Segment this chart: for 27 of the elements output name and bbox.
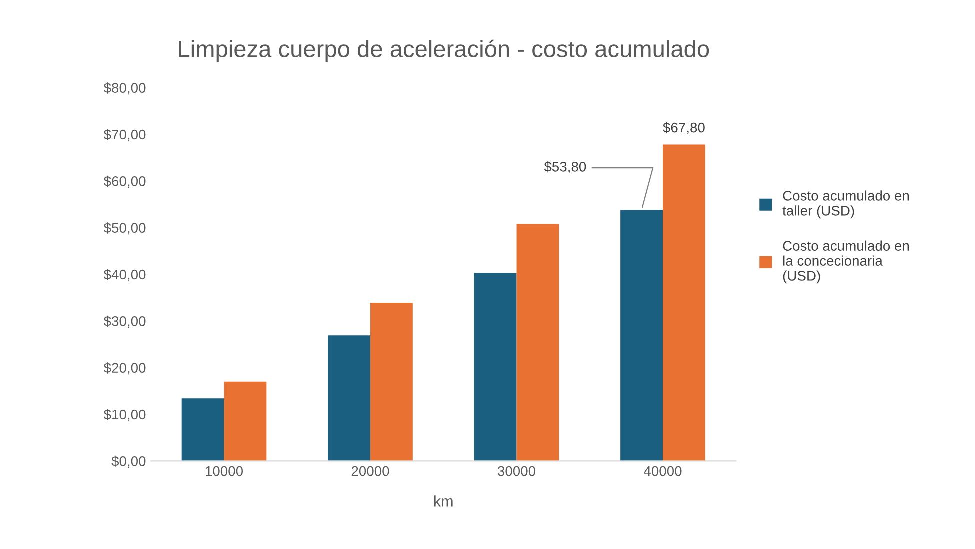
x-tick-label: 10000 — [206, 466, 244, 476]
bar — [370, 302, 413, 462]
y-tick-label: $70,00 — [104, 129, 146, 142]
bar — [182, 398, 224, 462]
data-label: $67,80 — [663, 122, 705, 134]
x-tick-label: 40000 — [644, 466, 682, 476]
bar — [620, 210, 663, 462]
y-tick-label: $60,00 — [104, 176, 146, 188]
x-tick-label: 20000 — [352, 466, 390, 476]
data-label: $53,80 — [544, 161, 586, 174]
y-tick-label: $80,00 — [104, 82, 146, 95]
y-tick-label: $0,00 — [112, 456, 146, 468]
x-tick-label: 30000 — [498, 466, 536, 476]
y-tick-label: $40,00 — [104, 269, 146, 282]
y-tick-label: $10,00 — [104, 409, 146, 422]
y-tick-label: $30,00 — [104, 316, 146, 328]
bar — [474, 273, 517, 462]
legend-label: Costo acumulado en la concecionaria (USD) — [783, 240, 910, 284]
y-tick-label: $50,00 — [104, 222, 146, 235]
y-tick-label: $20,00 — [104, 362, 146, 375]
bar — [516, 224, 560, 462]
legend-label: Costo acumulado en taller (USD) — [782, 190, 910, 219]
x-axis-title: km — [434, 496, 453, 507]
chart-title: Limpieza cuerpo de aceleración - costo acumulado — [179, 40, 710, 62]
bar — [663, 144, 706, 462]
bar — [224, 382, 267, 462]
bar — [328, 336, 370, 462]
